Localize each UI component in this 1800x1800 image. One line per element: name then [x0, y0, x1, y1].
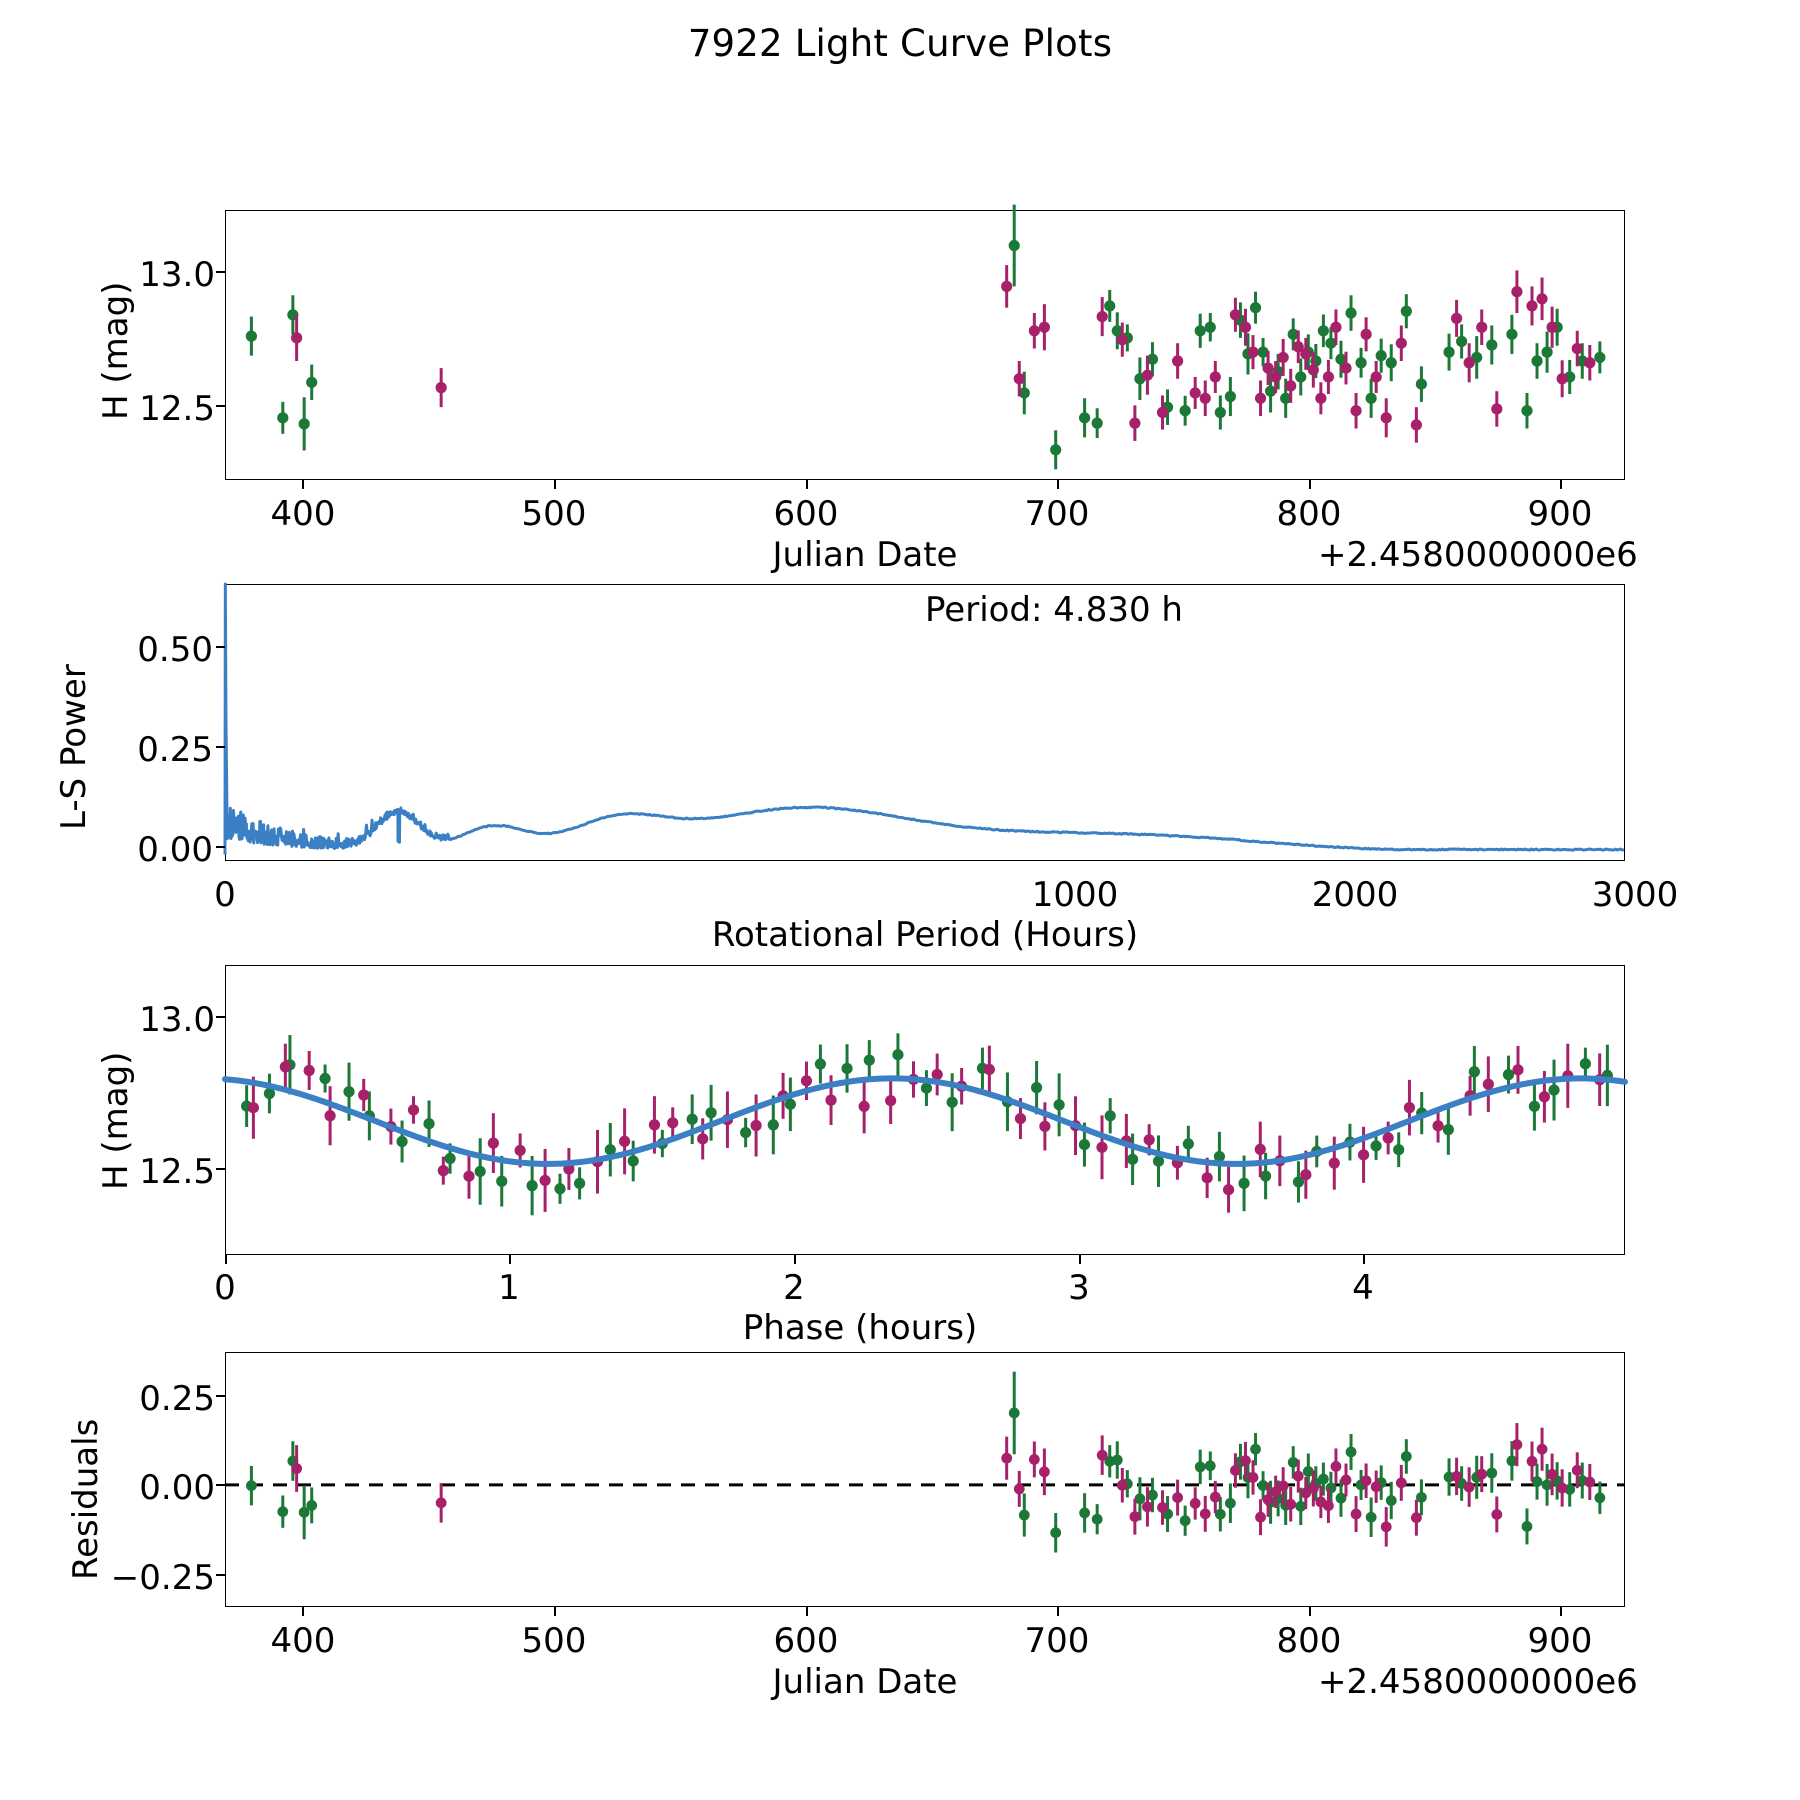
xlabel-light-curve: Julian Date [772, 535, 958, 575]
ytick-rs-2: −0.25 [110, 1558, 215, 1598]
tickmark-rs-y2 [216, 1574, 225, 1576]
xtick-pf-3: 3 [1068, 1268, 1090, 1308]
tickmark-rs-y0 [216, 1395, 225, 1397]
tickmark-pg-y0 [216, 646, 225, 648]
ytick-pg-1: 0.25 [137, 730, 213, 770]
tickmark-lc-x2 [806, 480, 808, 489]
tickmark-lc-x3 [1057, 480, 1059, 489]
offset-label-residuals: +2.4580000000e6 [1318, 1662, 1638, 1702]
tickmark-rs-x0 [302, 1607, 304, 1616]
xtick-rs-2: 600 [773, 1621, 839, 1661]
ytick-lc-1: 12.5 [139, 389, 215, 429]
tickmark-rs-y1 [216, 1484, 225, 1486]
xtick-rs-5: 900 [1527, 1621, 1593, 1661]
tickmark-rs-x5 [1560, 1607, 1562, 1616]
tickmark-pf-y0 [216, 1016, 225, 1018]
panel-residuals [225, 1352, 1625, 1607]
tickmark-pf-x4 [1363, 1255, 1365, 1264]
ytick-pg-2: 0.00 [137, 830, 213, 870]
light-curve-plot-area [245, 204, 1606, 470]
xtick-pg-0: 0 [214, 875, 236, 915]
axes-frame-phase-folded [225, 965, 1625, 1255]
figure-title: 7922 Light Curve Plots [687, 22, 1113, 65]
tickmark-pf-x3 [1079, 1255, 1081, 1264]
ytick-rs-1: 0.00 [139, 1468, 215, 1508]
ylabel-residuals: Residuals [66, 1418, 106, 1580]
periodogram-plot-area [223, 582, 1625, 855]
ylabel-phase-folded: H (mag) [96, 1051, 136, 1190]
tickmark-lc-y1 [216, 405, 225, 407]
xtick-pg-3: 3000 [1591, 875, 1679, 915]
tickmark-lc-x1 [554, 480, 556, 489]
ytick-lc-0: 13.0 [139, 255, 215, 295]
residuals-plot-area [225, 1371, 1625, 1553]
ytick-pf-1: 12.5 [139, 1152, 215, 1192]
tickmark-pf-x0 [225, 1255, 227, 1264]
tickmark-lc-y0 [216, 271, 225, 273]
ytick-rs-0: 0.25 [139, 1379, 215, 1419]
tickmark-pf-x2 [794, 1255, 796, 1264]
axes-frame-light-curve [225, 210, 1625, 480]
tickmark-pg-y1 [216, 746, 225, 748]
xtick-pf-4: 4 [1352, 1268, 1374, 1308]
xlabel-phase-folded: Phase (hours) [742, 1308, 978, 1348]
xlabel-periodogram: Rotational Period (Hours) [711, 915, 1139, 955]
xtick-lc-3: 700 [1024, 494, 1090, 534]
tickmark-pf-y1 [216, 1168, 225, 1170]
tickmark-lc-x0 [302, 480, 304, 489]
tickmark-rs-x1 [554, 1607, 556, 1616]
xtick-pf-0: 0 [214, 1268, 236, 1308]
xtick-rs-4: 800 [1276, 1621, 1342, 1661]
axes-frame-residuals [225, 1352, 1625, 1607]
xlabel-residuals: Julian Date [772, 1662, 958, 1702]
xtick-lc-1: 500 [521, 494, 587, 534]
xtick-lc-5: 900 [1527, 494, 1593, 534]
xtick-rs-0: 400 [270, 1621, 336, 1661]
tickmark-pf-x1 [509, 1255, 511, 1264]
xtick-pf-1: 1 [498, 1268, 520, 1308]
phase-folded-plot-area [222, 1033, 1628, 1216]
panel-light-curve [225, 204, 1625, 480]
ylabel-periodogram: L-S Power [54, 664, 94, 830]
xtick-pg-1: 1000 [1031, 875, 1119, 915]
panel-phase-folded [222, 965, 1628, 1255]
xtick-lc-0: 400 [270, 494, 336, 534]
tickmark-lc-x4 [1309, 480, 1311, 489]
tickmark-rs-x3 [1057, 1607, 1059, 1616]
xtick-pg-2: 2000 [1311, 875, 1399, 915]
panel-periodogram: Period: 4.830 h [223, 582, 1625, 861]
ylabel-light-curve: H (mag) [96, 281, 136, 420]
tickmark-rs-x2 [806, 1607, 808, 1616]
xtick-rs-1: 500 [521, 1621, 587, 1661]
tickmark-rs-x4 [1309, 1607, 1311, 1616]
ytick-pf-0: 13.0 [139, 1000, 215, 1040]
xtick-rs-3: 700 [1024, 1621, 1090, 1661]
ytick-pg-0: 0.50 [137, 630, 213, 670]
xtick-pf-2: 2 [783, 1268, 805, 1308]
tickmark-pg-y2 [216, 846, 225, 848]
tickmark-lc-x5 [1560, 480, 1562, 489]
offset-label-light-curve: +2.4580000000e6 [1318, 535, 1638, 575]
xtick-lc-4: 800 [1276, 494, 1342, 534]
xtick-lc-2: 600 [773, 494, 839, 534]
period-annotation: Period: 4.830 h [925, 590, 1183, 630]
